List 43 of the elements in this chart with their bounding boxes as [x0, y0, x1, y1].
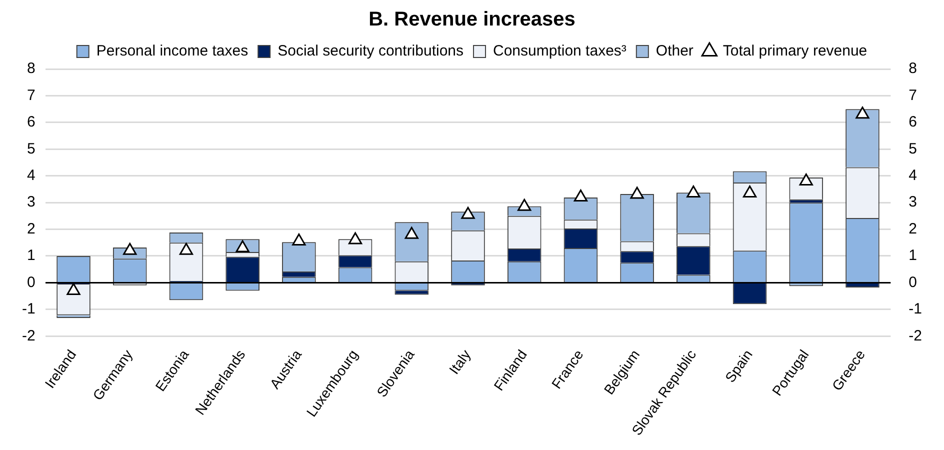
- y2-tick-label: 4: [908, 166, 918, 184]
- legend-label: Total primary revenue: [722, 42, 868, 60]
- y-tick-label: -2: [22, 327, 36, 344]
- y2-tick-label: 3: [908, 194, 918, 211]
- point: [799, 173, 813, 186]
- y2-tick-label: 1: [908, 247, 918, 264]
- y2-tick-label: 8: [908, 60, 918, 78]
- y-tick-label: 4: [26, 166, 36, 184]
- y2-tick-label: 0: [908, 274, 918, 291]
- legend-label: Other: [656, 42, 694, 60]
- legend-label: Consumption taxes³: [493, 42, 626, 60]
- y-tick-label: 7: [26, 86, 36, 104]
- point: [66, 282, 80, 295]
- chart-title: B. Revenue increases: [368, 8, 576, 31]
- point: [123, 242, 137, 255]
- y2-tick-label: -1: [908, 300, 922, 318]
- point: [856, 106, 870, 119]
- point: [630, 186, 644, 199]
- legend-label: Personal income taxes: [96, 42, 248, 60]
- y-tick-label: 2: [26, 220, 36, 238]
- y2-tick-label: -2: [908, 327, 922, 344]
- y2-tick-label: 2: [908, 220, 918, 238]
- y-tick-label: 0: [26, 274, 36, 291]
- point: [742, 185, 757, 198]
- point: [179, 242, 194, 255]
- point: [574, 189, 588, 202]
- point: [292, 234, 306, 246]
- y-tick-label: 8: [26, 60, 36, 78]
- y-tick-label: 3: [26, 194, 36, 211]
- point: [404, 226, 418, 239]
- y-tick-label: 6: [26, 114, 36, 131]
- y-tick-label: -1: [22, 300, 36, 318]
- point: [348, 232, 362, 244]
- point: [461, 206, 475, 219]
- y2-tick-label: 7: [908, 86, 918, 104]
- point: [518, 198, 532, 211]
- point: [686, 185, 700, 198]
- y2-tick-label: 5: [908, 140, 918, 158]
- y-tick-label: 5: [26, 140, 36, 158]
- legend-label: Social security contributions: [278, 42, 464, 60]
- point: [236, 240, 250, 252]
- y2-tick-label: 6: [908, 114, 918, 131]
- y-tick-label: 1: [26, 247, 36, 264]
